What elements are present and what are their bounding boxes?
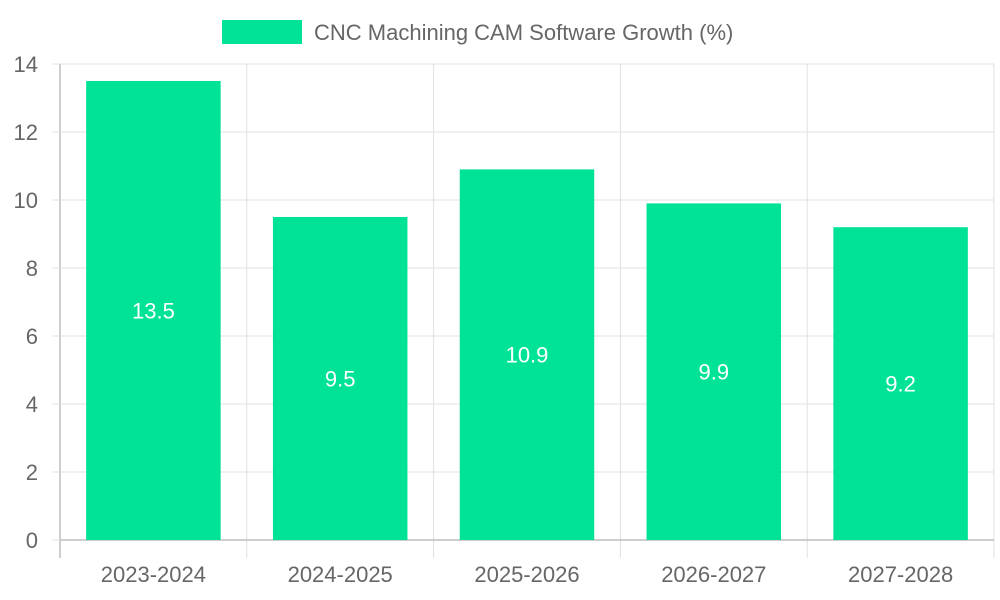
x-tick-label: 2027-2028 — [848, 562, 953, 587]
data-label: 9.5 — [325, 367, 356, 392]
y-tick-label: 12 — [14, 120, 38, 145]
y-tick-label: 10 — [14, 188, 38, 213]
bar[interactable] — [86, 81, 221, 540]
y-tick-label: 2 — [26, 460, 38, 485]
legend-label: CNC Machining CAM Software Growth (%) — [314, 20, 733, 45]
data-label: 13.5 — [132, 299, 175, 324]
y-tick-label: 8 — [26, 256, 38, 281]
legend-swatch — [222, 20, 302, 44]
data-label: 9.9 — [699, 360, 730, 385]
y-tick-label: 14 — [14, 52, 38, 77]
bar[interactable] — [646, 203, 782, 540]
data-label: 9.2 — [885, 372, 916, 397]
data-label: 10.9 — [506, 343, 549, 368]
x-tick-label: 2024-2025 — [288, 562, 393, 587]
y-tick-label: 0 — [26, 528, 38, 553]
x-tick-label: 2025-2026 — [474, 562, 579, 587]
x-tick-label: 2023-2024 — [101, 562, 206, 587]
bars: 13.5 9.5 10.9 9.9 9.2 — [86, 81, 968, 540]
x-tick-label: 2026-2027 — [661, 562, 766, 587]
bar[interactable] — [833, 227, 968, 540]
bar[interactable] — [272, 217, 408, 540]
bar[interactable] — [459, 169, 595, 540]
y-tick-label: 6 — [26, 324, 38, 349]
y-axis-ticks: 0 2 4 6 8 10 12 14 — [14, 52, 60, 553]
x-axis-ticks: 2023-2024 2024-2025 2025-2026 2026-2027 2027… — [101, 562, 953, 587]
y-tick-label: 4 — [26, 392, 38, 417]
legend[interactable]: CNC Machining CAM Software Growth (%) — [222, 20, 733, 45]
